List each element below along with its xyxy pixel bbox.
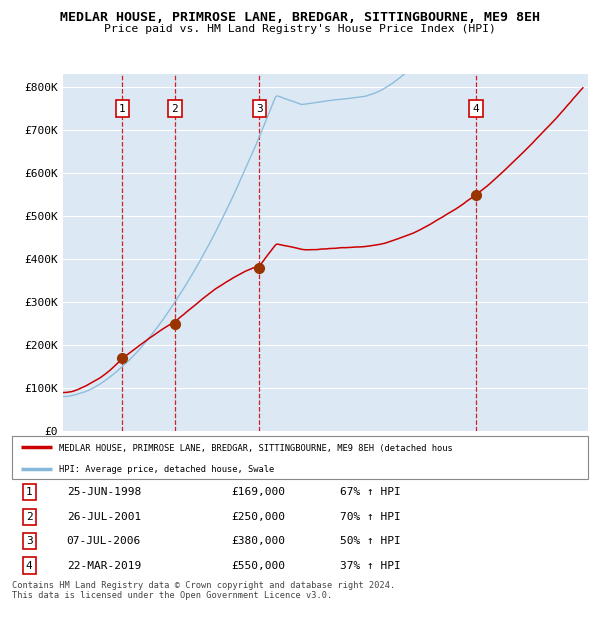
- Text: 50% ↑ HPI: 50% ↑ HPI: [340, 536, 401, 546]
- Text: 2: 2: [172, 104, 178, 113]
- Text: 1: 1: [119, 104, 125, 113]
- Text: 1: 1: [26, 487, 32, 497]
- Text: 37% ↑ HPI: 37% ↑ HPI: [340, 560, 401, 570]
- Text: HPI: Average price, detached house, Swale: HPI: Average price, detached house, Swal…: [59, 465, 274, 474]
- Text: 67% ↑ HPI: 67% ↑ HPI: [340, 487, 401, 497]
- Text: 2: 2: [26, 512, 32, 521]
- Text: Price paid vs. HM Land Registry's House Price Index (HPI): Price paid vs. HM Land Registry's House …: [104, 24, 496, 33]
- Text: £380,000: £380,000: [231, 536, 285, 546]
- FancyBboxPatch shape: [12, 436, 588, 479]
- Text: 4: 4: [26, 560, 32, 570]
- Text: 3: 3: [26, 536, 32, 546]
- Text: 26-JUL-2001: 26-JUL-2001: [67, 512, 141, 521]
- Text: 4: 4: [472, 104, 479, 113]
- Text: 07-JUL-2006: 07-JUL-2006: [67, 536, 141, 546]
- Text: 3: 3: [256, 104, 263, 113]
- Text: £250,000: £250,000: [231, 512, 285, 521]
- Text: MEDLAR HOUSE, PRIMROSE LANE, BREDGAR, SITTINGBOURNE, ME9 8EH: MEDLAR HOUSE, PRIMROSE LANE, BREDGAR, SI…: [60, 11, 540, 24]
- Text: 70% ↑ HPI: 70% ↑ HPI: [340, 512, 401, 521]
- Text: 22-MAR-2019: 22-MAR-2019: [67, 560, 141, 570]
- Text: £550,000: £550,000: [231, 560, 285, 570]
- Text: Contains HM Land Registry data © Crown copyright and database right 2024.
This d: Contains HM Land Registry data © Crown c…: [12, 581, 395, 600]
- Text: MEDLAR HOUSE, PRIMROSE LANE, BREDGAR, SITTINGBOURNE, ME9 8EH (detached hous: MEDLAR HOUSE, PRIMROSE LANE, BREDGAR, SI…: [59, 444, 453, 453]
- Text: £169,000: £169,000: [231, 487, 285, 497]
- Text: 25-JUN-1998: 25-JUN-1998: [67, 487, 141, 497]
